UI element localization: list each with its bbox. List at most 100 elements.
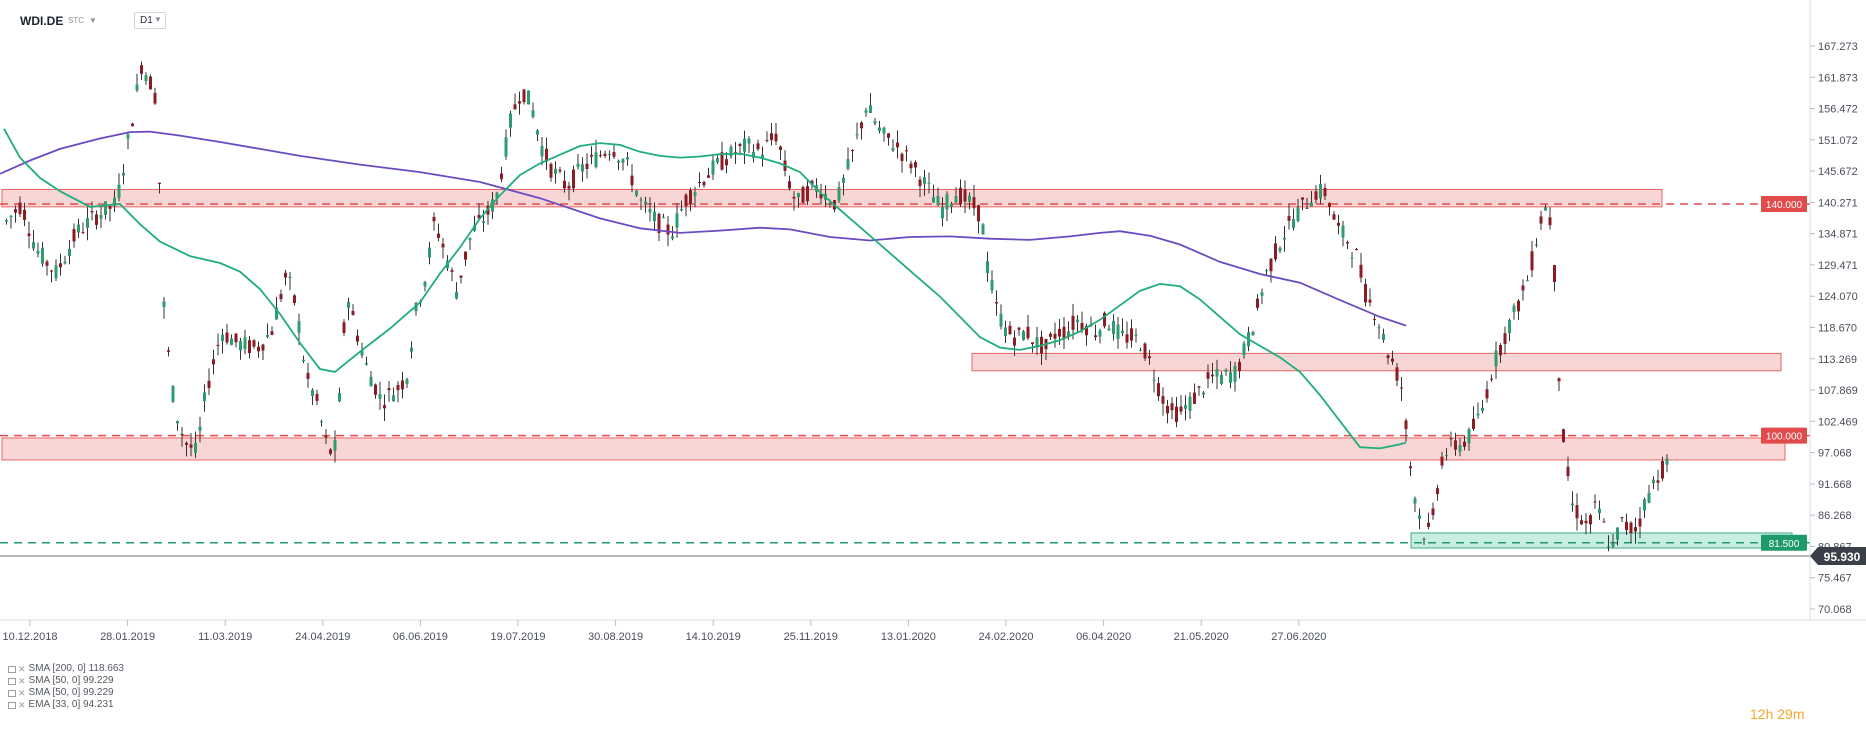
candle-up (950, 203, 953, 207)
candle-down (518, 101, 521, 104)
candle-down (572, 169, 575, 189)
level-label-text: 140.000 (1766, 200, 1803, 211)
candle-down (738, 143, 742, 147)
timeframe-dropdown-icon[interactable]: ▼ (154, 15, 162, 24)
indicator-settings-icon[interactable] (8, 701, 16, 709)
candle-down (149, 76, 152, 90)
candle-up (675, 213, 679, 228)
candle-down (1427, 522, 1430, 527)
candle-down (306, 372, 310, 379)
candle-up (864, 110, 868, 113)
candle-down (1193, 392, 1196, 404)
candle-down (1634, 527, 1637, 532)
indicator-settings-icon[interactable] (8, 665, 16, 673)
candle-down (131, 123, 134, 127)
candle-down (1449, 438, 1453, 440)
y-tick-label: 70.068 (1818, 604, 1852, 616)
candle-down (1472, 418, 1475, 429)
legend-item-sma50-2[interactable]: ✕ SMA [50, 0] 99.229 (8, 687, 124, 699)
candle-up (54, 265, 58, 279)
candle-up (1310, 202, 1313, 207)
source-dropdown-icon[interactable]: ▼ (89, 16, 97, 25)
candle-down (248, 340, 251, 354)
remove-indicator-icon[interactable]: ✕ (18, 676, 26, 686)
remove-indicator-icon[interactable]: ✕ (18, 664, 26, 674)
candle-down (108, 206, 112, 209)
candle-down (1373, 319, 1376, 321)
candle-up (540, 145, 544, 157)
indicator-settings-icon[interactable] (8, 689, 16, 697)
candle-up (873, 121, 877, 124)
x-axis: 10.12.2018 28.01.2019 11.03.2019 24.04.2019… (0, 619, 1866, 643)
candle-down (1395, 367, 1399, 381)
candle-down (1026, 326, 1030, 339)
candle-down (972, 197, 976, 209)
sma200-line (0, 130, 1407, 327)
candle-up (711, 160, 715, 175)
candle-up (41, 247, 44, 264)
candle-up (1283, 237, 1286, 240)
candle-down (1256, 298, 1259, 308)
y-tick-label: 102.469 (1818, 416, 1858, 428)
candle-up (882, 127, 886, 134)
candle-up (1121, 330, 1124, 334)
candle-down (977, 205, 980, 222)
candle-up (1134, 334, 1138, 336)
legend-item-sma200[interactable]: ✕ SMA [200, 0] 118.663 (8, 663, 124, 675)
indicator-settings-icon[interactable] (8, 677, 16, 685)
candle-up (581, 164, 584, 172)
candle-up (1319, 183, 1322, 199)
candle-up (1647, 492, 1651, 503)
last-price-badge (1810, 547, 1866, 565)
candle-down (558, 169, 562, 172)
candle-up (1022, 331, 1025, 340)
candle-down (189, 444, 193, 448)
candle-up (716, 158, 719, 163)
candle-down (1593, 501, 1597, 503)
remove-indicator-icon[interactable]: ✕ (18, 700, 26, 710)
candle-up (941, 207, 944, 219)
candle-up (99, 215, 103, 219)
candle-down (1580, 520, 1583, 525)
candle-up (117, 184, 121, 198)
candle-up (1643, 499, 1646, 511)
legend-item-ema33[interactable]: ✕ EMA [33, 0] 94.231 (8, 699, 124, 711)
candle-up (576, 163, 580, 167)
support-zone (1410, 532, 1793, 549)
candle-up (1067, 331, 1070, 337)
candle-up (662, 217, 665, 219)
candle-down (806, 186, 809, 202)
candle-down (774, 133, 778, 142)
candle-down (1179, 406, 1183, 412)
y-tick-label: 97.068 (1818, 448, 1852, 460)
candle-down (1017, 327, 1021, 330)
candle-down (1485, 389, 1489, 399)
y-tick-label: 107.869 (1818, 385, 1858, 397)
legend-item-sma50[interactable]: ✕ SMA [50, 0] 99.229 (8, 675, 124, 687)
y-axis: 167.273 161.873 156.472 151.072 145.672 140.2… (1809, 0, 1858, 620)
candle-down (1049, 333, 1052, 337)
candle-down (396, 384, 400, 391)
candle-up (635, 190, 638, 196)
candle-down (279, 293, 283, 300)
candle-up (1512, 305, 1516, 312)
candle-down (585, 163, 589, 169)
candle-down (387, 388, 391, 391)
candle-down (185, 442, 188, 445)
candle-up (1116, 324, 1120, 340)
candle-up (797, 193, 800, 198)
candle-down (72, 229, 76, 242)
x-tick-label: 19.07.2019 (490, 631, 545, 643)
candle-down (180, 433, 184, 436)
source-label[interactable]: STC (68, 16, 84, 25)
candle-up (455, 291, 458, 299)
candle-up (747, 138, 751, 144)
timeframe-select[interactable]: D1 (134, 12, 166, 29)
level-labels: 140.000 100.000 81.500 95.930 (1761, 195, 1866, 565)
candle-down (657, 213, 661, 234)
candle-down (1566, 466, 1570, 477)
remove-indicator-icon[interactable]: ✕ (18, 688, 26, 698)
candle-down (1589, 515, 1592, 525)
candle-down (450, 270, 454, 272)
